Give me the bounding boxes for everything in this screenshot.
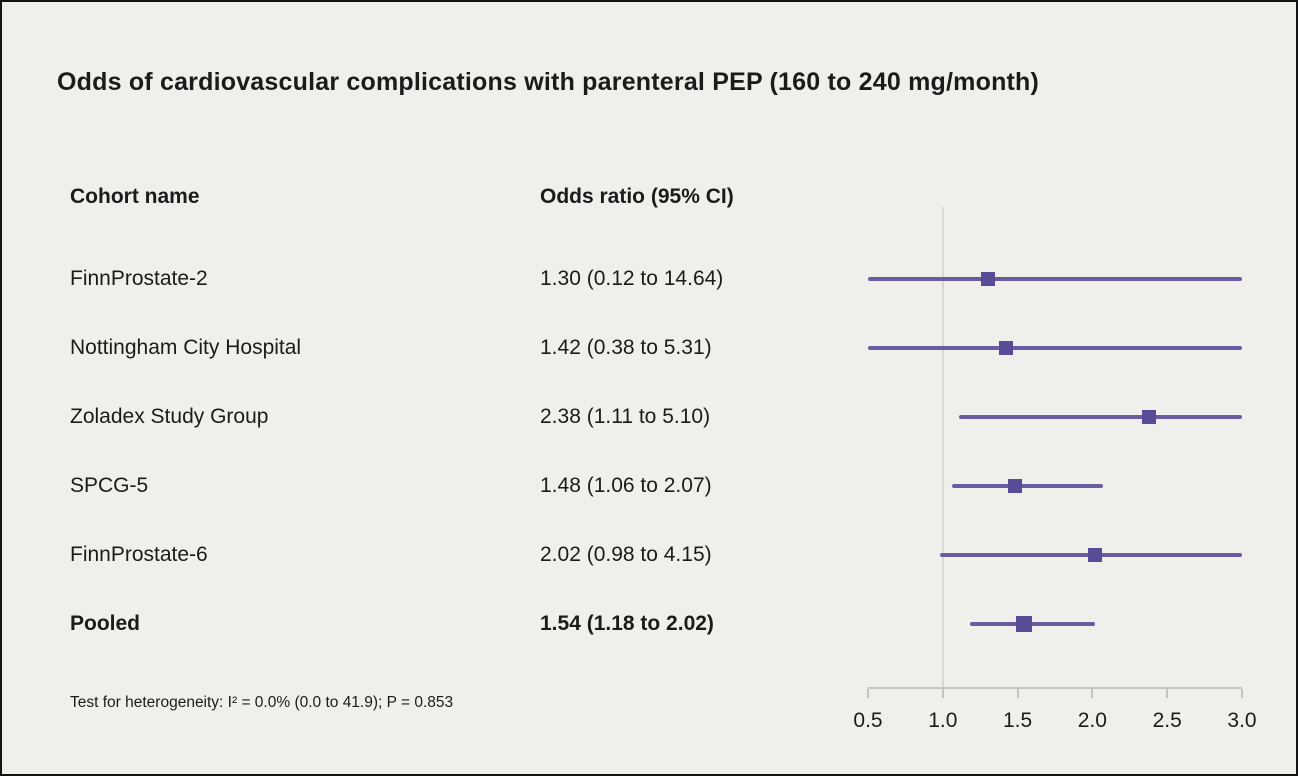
column-header-odds-ratio: Odds ratio (95% CI) [540, 185, 734, 208]
axis-tick-label: 2.5 [1152, 709, 1182, 732]
ci-line [868, 277, 1242, 281]
axis-tick-label: 1.5 [1002, 709, 1033, 732]
odds-ratio-value: 2.02 (0.98 to 4.15) [540, 543, 712, 566]
point-marker [1142, 410, 1157, 424]
reference-line [941, 207, 944, 687]
point-marker [1015, 616, 1032, 632]
axis-tick [867, 689, 869, 698]
cohort-name: Pooled [70, 612, 141, 635]
cohort-name: Zoladex Study Group [70, 405, 269, 428]
ci-line [959, 415, 1242, 419]
plot-area [868, 207, 1242, 687]
heterogeneity-footnote: Test for heterogeneity: I² = 0.0% (0.0 t… [70, 694, 454, 711]
cohort-name: FinnProstate-6 [70, 543, 208, 566]
odds-ratio-value: 1.30 (0.12 to 14.64) [540, 267, 724, 290]
axis-tick [1241, 689, 1243, 698]
axis-tick [1166, 689, 1169, 698]
ci-line [868, 346, 1242, 350]
odds-ratio-value: 1.54 (1.18 to 2.02) [540, 612, 714, 635]
column-header-cohort: Cohort name [70, 185, 200, 208]
odds-ratio-value: 1.42 (0.38 to 5.31) [540, 336, 712, 359]
cohort-name: FinnProstate-2 [70, 267, 208, 290]
cohort-name: Nottingham City Hospital [70, 336, 302, 359]
chart-title: Odds of cardiovascular complications wit… [57, 68, 1040, 96]
axis-tick [1016, 689, 1019, 698]
point-marker [980, 272, 995, 286]
point-marker [998, 341, 1013, 355]
point-marker [1007, 479, 1022, 493]
point-marker [1088, 548, 1103, 562]
ci-line [951, 484, 1103, 488]
axis-tick-label: 2.0 [1077, 709, 1107, 732]
ci-line [969, 622, 1096, 626]
axis-tick [941, 689, 944, 698]
axis-tick-label: 0.5 [853, 709, 883, 732]
cohort-name: SPCG-5 [70, 474, 149, 497]
x-axis: 0.5 1.0 1.5 2.0 2.5 3.0 [853, 687, 1257, 732]
axis-tick-label: 3.0 [1227, 709, 1257, 732]
axis-tick [1091, 689, 1094, 698]
axis-tick-label: 1.0 [928, 709, 958, 732]
odds-ratio-value: 1.48 (1.06 to 2.07) [540, 474, 712, 497]
odds-ratio-value: 2.38 (1.11 to 5.10) [540, 405, 711, 428]
